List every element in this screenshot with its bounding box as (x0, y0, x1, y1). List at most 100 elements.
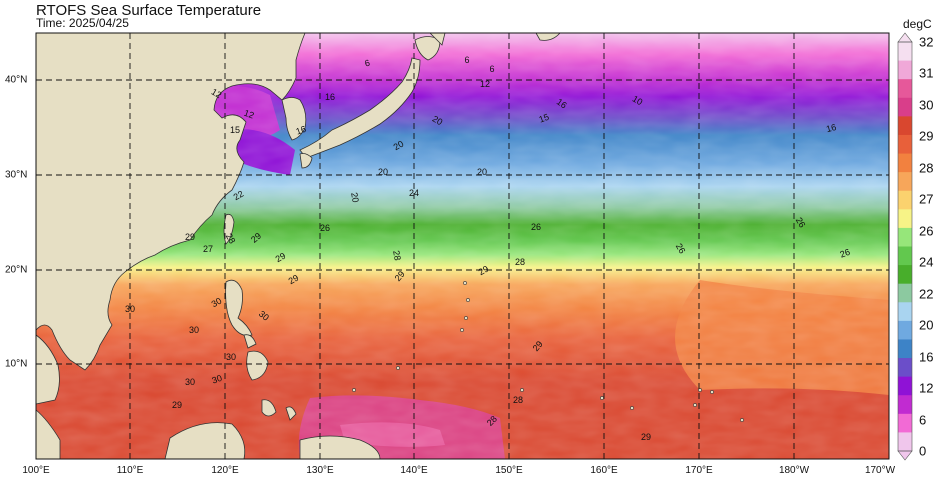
colorbar-swatch (898, 395, 912, 415)
island (698, 388, 702, 392)
latitude-label: 30°N (5, 169, 28, 181)
longitude-label: 160°E (590, 465, 618, 476)
landmass-indochina-south (35, 409, 61, 460)
contour-label: 27 (203, 244, 213, 254)
longitude-label: 120°E (211, 465, 239, 476)
contour-label: 20 (378, 167, 388, 177)
latitude-label: 20°N (5, 264, 28, 276)
contour-label: 28 (515, 257, 525, 267)
landmass-borneo (164, 422, 246, 460)
landmass-sulawesi (261, 399, 277, 417)
contour-label: 30 (257, 309, 271, 323)
islands (352, 281, 744, 422)
contour-label: 15 (230, 125, 240, 135)
contour-label: 29 (172, 400, 182, 410)
contour-label: 30 (211, 373, 224, 386)
contour-label: 28 (391, 250, 403, 262)
contour-label: 29 (249, 231, 263, 245)
contour-label: 28 (224, 232, 238, 246)
colorbar-frame (897, 41, 913, 452)
contour-label: 16 (555, 97, 569, 111)
colorbar-tick-label: 32 (919, 34, 934, 50)
colorbar-tick-label: 29 (919, 128, 934, 144)
map-subtitle: Time: 2025/04/25 (36, 16, 129, 30)
colorbar-swatch (898, 413, 912, 433)
landmass-taiwan (223, 213, 235, 245)
longitude-label: 170°W (864, 465, 896, 476)
island (352, 388, 356, 392)
island (463, 281, 467, 285)
contour-label: 12 (210, 87, 224, 101)
landmass-hokkaido (414, 36, 441, 61)
contour-label: 29 (393, 269, 407, 283)
longitude-label: 110°E (116, 465, 144, 476)
colorbar-tick-label: 31 (919, 65, 934, 81)
colorbar-extend-max (897, 32, 913, 43)
island (710, 390, 714, 394)
colorbar-swatch (898, 339, 912, 359)
map-frame (35, 32, 890, 460)
latitude-label: 10°N (5, 358, 28, 370)
contour-label: 6 (489, 64, 494, 74)
colorbar-tick-label: 27 (919, 191, 934, 207)
landmass-kyushu (299, 153, 313, 169)
contour-label: 29 (531, 339, 545, 353)
contour-label: 26 (794, 216, 808, 230)
contour-label: 30 (125, 304, 135, 314)
landmass-mindanao (246, 350, 269, 381)
landmass-halmahera (285, 406, 297, 421)
colorbar-swatch (898, 265, 912, 285)
contour-label: 16 (825, 122, 837, 134)
colorbar-swatch (898, 190, 912, 210)
contour-label: 20 (431, 114, 445, 128)
colorbar-unit: degC (903, 17, 932, 31)
colorbar-tick-label: 28 (919, 160, 934, 176)
longitude-label: 180°W (778, 465, 810, 476)
colorbar-tick-label: 12 (919, 380, 934, 396)
contour-label: 12 (480, 79, 490, 89)
contour-label: 29 (477, 264, 491, 278)
colorbar-swatch (898, 227, 912, 247)
landmass-asia (35, 32, 306, 371)
contour-label: 29 (287, 273, 301, 287)
colorbar-swatch (898, 116, 912, 136)
island (520, 388, 524, 392)
contour-label: 20 (477, 167, 487, 177)
island (630, 406, 634, 410)
longitude-label: 150°E (495, 465, 523, 476)
colorbar-tick-label: 22 (919, 286, 934, 302)
contour-label: 22 (232, 189, 246, 203)
colorbar-tick-label: 0 (919, 443, 927, 459)
contour-label: 12 (243, 108, 256, 121)
longitude-label: 170°E (685, 465, 713, 476)
colorbar-tick-label: 16 (919, 349, 934, 365)
island (460, 328, 464, 332)
colorbar-swatch (898, 79, 912, 99)
graticule (36, 33, 889, 459)
contour-label: 30 (189, 325, 199, 335)
contour-label: 29 (185, 232, 195, 242)
colorbar-swatch (898, 209, 912, 229)
land (35, 32, 561, 460)
landmass-japan-honshu (299, 57, 421, 159)
island (464, 316, 468, 320)
contour-label: 20 (349, 192, 361, 204)
contour-label: 16 (325, 92, 335, 102)
longitude-label: 140°E (400, 465, 428, 476)
colorbar-swatch (898, 97, 912, 117)
landmass-visayas (243, 334, 257, 349)
colorbar-tick-label: 20 (919, 317, 934, 333)
contour-label: 29 (274, 251, 288, 265)
contour-label: 26 (674, 242, 688, 256)
island (740, 418, 744, 422)
contour-label: 6 (464, 55, 469, 65)
colorbar-swatch (898, 283, 912, 303)
contour-label: 28 (513, 395, 523, 405)
latitude-label: 40°N (5, 74, 28, 86)
contour-label: 10 (631, 94, 645, 108)
landmass-korea (281, 97, 307, 141)
colorbar-swatch (898, 320, 912, 340)
contour-label: 26 (320, 223, 330, 233)
